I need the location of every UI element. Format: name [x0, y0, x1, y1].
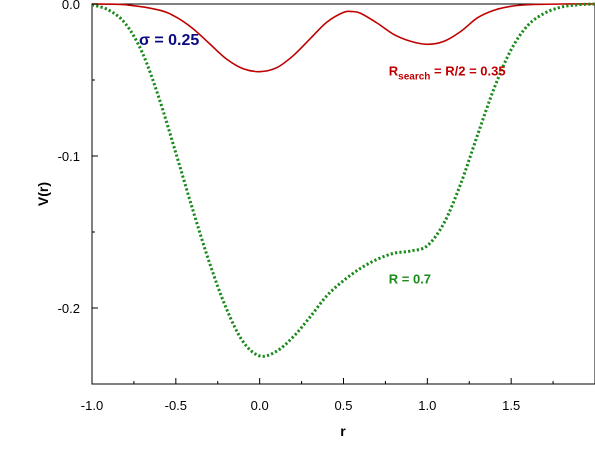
series-line-red-solid [91, 3, 595, 73]
x-tick-label: 1.5 [502, 398, 520, 413]
y-tick-label: -0.1 [58, 149, 80, 164]
annotation-sigma: σ = 0.25 [139, 32, 199, 49]
plot-frame [91, 3, 595, 385]
y-axis-label: V(r) [35, 182, 51, 206]
x-tick-label: 1.0 [418, 398, 436, 413]
plot-area: -1.0 -0.5 0.0 0.5 1.0 1.5 0.0 -0.1 -0.2 [58, 0, 595, 413]
y-tick-label: 0.0 [62, 0, 80, 12]
annotation-r-search: Rsearch = R/2 = 0.35 [389, 63, 506, 82]
series-layer [91, 2, 595, 358]
x-tick-label: -0.5 [165, 398, 187, 413]
x-tick-label: 0.0 [251, 398, 269, 413]
x-axis-label: r [340, 423, 346, 439]
y-tick-label: -0.2 [58, 301, 80, 316]
y-axis: 0.0 -0.1 -0.2 [58, 0, 98, 385]
series-line-green-dotted [91, 2, 595, 358]
x-tick-label: -1.0 [81, 398, 103, 413]
annotation-layer: σ = 0.25 Rsearch = R/2 = 0.35 R = 0.7 [139, 32, 506, 287]
x-axis: -1.0 -0.5 0.0 0.5 1.0 1.5 [81, 378, 554, 413]
x-tick-label: 0.5 [334, 398, 352, 413]
annotation-r: R = 0.7 [389, 272, 431, 287]
